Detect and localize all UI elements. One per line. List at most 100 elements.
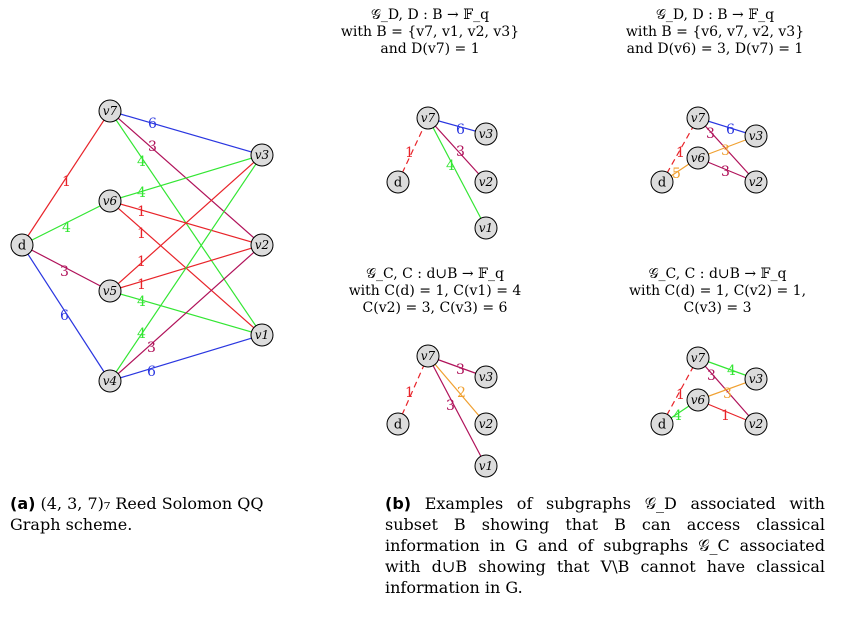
edge-d-v7 [661,357,699,425]
edge-label-d-v7: 1 [405,385,414,401]
caption-b-text: Examples of subgraphs 𝒢_D associated wit… [385,494,825,597]
svg-text:v2: v2 [479,175,493,189]
edge-label-d-v5: 3 [60,264,69,280]
node-d: d [386,412,410,436]
subgraph-top-left: 1 6 3 4 v7 v3 v2 v1 d [386,106,498,240]
edge-label-d-v6: 4 [62,220,71,236]
edge-v7-v2 [697,357,757,425]
edge-label-v7-v2: 3 [456,144,465,160]
edge-v7-v1 [427,355,487,467]
edge-label-d-v6: 4 [673,408,682,424]
edge-label-v6-v2: 3 [721,164,730,180]
node-d: d [10,233,34,257]
edge-d-v7 [21,110,111,246]
label-line: C(v2) = 3, C(v3) = 6 [362,300,508,316]
svg-text:v7: v7 [421,349,436,363]
svg-text:v1: v1 [479,221,493,235]
svg-text:v4: v4 [103,374,117,388]
label-bottom-right: 𝒢_C, C : d∪B → 𝔽_q with C(d) = 1, C(v2) … [605,266,830,317]
edge-label-d-v7: 1 [676,145,685,161]
svg-text:v2: v2 [749,175,763,189]
node-v2: v2 [250,233,274,257]
node-v1: v1 [250,323,274,347]
node-v7: v7 [686,346,710,370]
label-line: 𝒢_D, D : B → 𝔽_q [370,7,490,23]
edge-label-v5-v1: 4 [137,294,146,310]
caption-b: (b) Examples of subgraphs 𝒢_D associated… [385,493,825,598]
edge-label-v4-v2: 3 [147,340,156,356]
svg-text:v3: v3 [749,372,764,386]
svg-text:d: d [18,239,26,254]
edge-d-v5 [21,244,111,292]
svg-text:v2: v2 [749,417,763,431]
node-v6: v6 [686,388,710,412]
svg-text:v7: v7 [691,351,706,365]
svg-text:v7: v7 [103,104,118,118]
caption-b-tag: (b) [385,494,412,513]
label-line: C(v3) = 3 [683,300,752,316]
subgraph-bottom-right: 1 4 4 3 3 1 v7 v6 v3 v2 d [650,346,768,436]
node-v3: v3 [744,124,768,148]
node-v3: v3 [250,143,274,167]
svg-text:v3: v3 [749,129,764,143]
node-v6: v6 [686,146,710,170]
label-bottom-left: 𝒢_C, C : d∪B → 𝔽_q with C(d) = 1, C(v1) … [330,266,540,317]
svg-text:d: d [658,176,666,191]
svg-text:v6: v6 [691,393,706,407]
node-v7: v7 [416,344,440,368]
svg-text:v3: v3 [479,127,494,141]
node-v7: v7 [686,106,710,130]
svg-text:v1: v1 [255,328,269,342]
edge-label-v6-v3: 3 [721,143,730,159]
edge-v4-v3 [109,154,263,382]
node-v7: v7 [416,106,440,130]
edge-label-v6-v3: 4 [137,185,146,201]
edge-label-v4-v3: 4 [137,326,146,342]
edge-d-v7 [397,117,429,183]
label-line: with B = {v7, v1, v2, v3} [340,24,520,40]
edge-v7-v2 [427,355,487,425]
caption-a: (a) (4, 3, 7)₇ Reed Solomon QQ Graph sch… [10,493,280,535]
edge-label-v5-v3: 1 [137,254,146,270]
node-v4: v4 [98,369,122,393]
edge-label-v7-v2: 2 [457,385,466,401]
edge-v4-v1 [109,334,263,382]
node-v2: v2 [474,170,498,194]
edge-label-v7-v3: 4 [727,363,736,379]
svg-text:v5: v5 [103,284,117,298]
label-top-left: 𝒢_D, D : B → 𝔽_q with B = {v7, v1, v2, v… [330,7,530,58]
edge-d-v7 [661,117,699,183]
edge-label-v5-v2: 1 [137,277,146,293]
edge-v7-v1 [427,117,487,229]
edge-label-v6-v3: 3 [723,386,732,402]
label-line: with B = {v6, v7, v2, v3} [625,24,805,40]
edge-label-v6-v1: 1 [137,226,146,242]
edge-label-v7-v2: 3 [707,368,716,384]
label-line: and D(v7) = 1 [380,41,480,57]
edge-label-v6-v2: 1 [721,408,730,424]
edge-label-v7-v1: 4 [137,154,146,170]
label-line: 𝒢_C, C : d∪B → 𝔽_q [366,266,504,282]
label-line: 𝒢_C, C : d∪B → 𝔽_q [648,266,787,282]
edge-d-v4 [21,244,111,382]
edge-d-v7 [397,355,429,425]
edge-d-v6 [21,200,111,246]
subgraph-top-right: 1 5 6 3 3 3 v7 v6 v3 v2 d [650,106,768,194]
edge-v7-v2 [427,117,487,183]
edge-v6-v3 [109,154,263,202]
edge-label-v7-v3: 6 [148,116,157,132]
svg-text:v1: v1 [479,459,493,473]
edge-label-v7-v2: 3 [706,126,715,142]
main-graph: 1 4 3 6 6 3 4 4 1 1 1 1 4 4 3 6 d v7 v6 … [10,99,274,393]
node-v1: v1 [474,454,498,478]
node-d: d [386,170,410,194]
caption-a-text: (4, 3, 7)₇ Reed Solomon QQ Graph scheme. [10,494,264,534]
edge-label-d-v4: 6 [60,308,69,324]
svg-text:d: d [394,176,402,191]
label-line: with C(d) = 1, C(v1) = 4 [348,283,522,299]
edge-label-d-v7: 1 [405,145,414,161]
node-v7: v7 [98,99,122,123]
edge-v7-v3 [109,110,263,156]
label-line: with C(d) = 1, C(v2) = 1, [628,283,807,299]
